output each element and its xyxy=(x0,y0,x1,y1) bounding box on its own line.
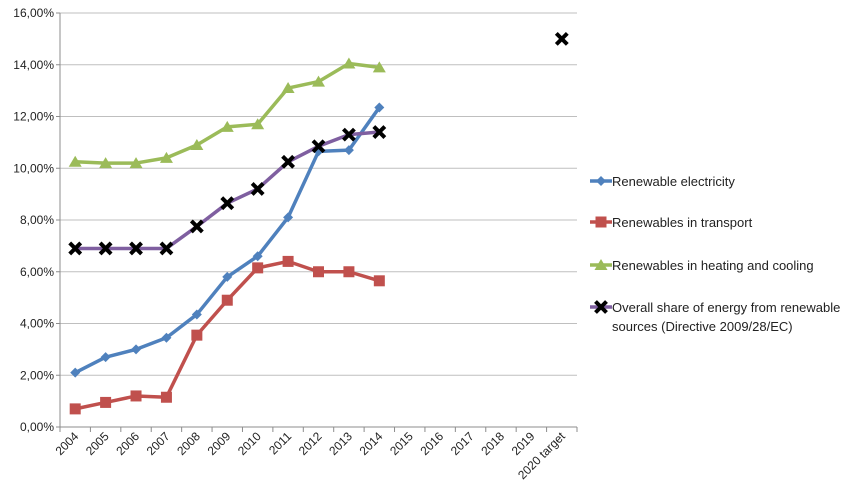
y-tick-label: 8,00% xyxy=(20,213,54,227)
series-line xyxy=(75,61,380,165)
x-tick-label: 2007 xyxy=(144,429,173,458)
data-point xyxy=(68,241,83,256)
data-point xyxy=(281,154,296,169)
x-tick-label: 2006 xyxy=(113,429,142,458)
y-tick-label: 0,00% xyxy=(20,420,54,434)
data-point xyxy=(554,31,569,46)
y-tick-label: 10,00% xyxy=(13,161,54,175)
series-2 xyxy=(68,57,386,169)
data-point xyxy=(282,255,294,267)
series-1 xyxy=(69,255,385,415)
data-point xyxy=(159,241,174,256)
legend-swatch-marker xyxy=(596,176,606,186)
data-point xyxy=(250,182,265,196)
x-tick-label: 2010 xyxy=(235,429,264,458)
data-point xyxy=(70,367,81,378)
series-layer xyxy=(68,31,569,415)
data-point xyxy=(220,120,234,132)
series-3 xyxy=(68,31,569,256)
legend: Renewable electricity Renewables in trans… xyxy=(590,174,840,334)
data-point xyxy=(159,151,173,163)
data-point xyxy=(130,390,142,402)
x-tick-label: 2018 xyxy=(478,429,507,458)
data-point xyxy=(283,212,294,223)
y-tick-label: 6,00% xyxy=(20,265,54,279)
data-point xyxy=(98,241,113,256)
x-tick-label: 2004 xyxy=(53,429,82,458)
x-tick-label: 2017 xyxy=(448,429,477,458)
data-point xyxy=(342,57,356,69)
legend-label: Overall share of energy from renewable xyxy=(612,300,840,315)
data-point xyxy=(311,139,326,154)
data-point xyxy=(221,294,233,306)
data-point xyxy=(372,61,386,73)
legend-item: Overall share of energy from renewable so… xyxy=(590,300,840,334)
data-point xyxy=(252,262,264,274)
legend-label: sources (Directive 2009/28/EC) xyxy=(612,319,793,334)
y-tick-label: 4,00% xyxy=(20,317,54,331)
data-point xyxy=(252,251,263,262)
data-point xyxy=(69,403,81,415)
data-point xyxy=(373,275,385,287)
y-tick-label: 16,00% xyxy=(13,6,54,20)
x-tick-label: 2014 xyxy=(357,429,386,458)
legend-item: Renewables in heating and cooling xyxy=(590,258,814,273)
data-point xyxy=(129,241,143,256)
data-point xyxy=(99,157,113,169)
series-0 xyxy=(70,102,385,378)
data-point xyxy=(191,309,202,320)
data-point xyxy=(343,145,354,156)
data-point xyxy=(191,329,203,341)
data-point xyxy=(160,391,172,403)
x-tick-label: 2009 xyxy=(205,429,234,458)
data-point xyxy=(100,396,112,408)
x-tick-label: 2013 xyxy=(326,429,355,458)
data-point xyxy=(374,102,385,113)
data-point xyxy=(281,82,295,94)
data-point xyxy=(341,127,356,142)
data-point xyxy=(68,155,82,167)
x-tick-label: 2012 xyxy=(296,429,325,458)
legend-label: Renewables in heating and cooling xyxy=(612,258,814,273)
x-tick-label: 2011 xyxy=(266,429,294,457)
data-point xyxy=(251,118,265,130)
series-line xyxy=(74,259,380,411)
legend-label: Renewable electricity xyxy=(612,174,735,189)
x-tick-label: 2016 xyxy=(417,429,446,458)
data-point xyxy=(312,75,325,87)
y-tick-label: 14,00% xyxy=(13,58,54,72)
legend-item: Renewable electricity xyxy=(590,174,735,189)
x-tick-label: 2008 xyxy=(174,429,203,458)
legend-swatch-marker xyxy=(595,216,607,228)
x-tick-label: 2015 xyxy=(387,429,416,458)
data-point xyxy=(220,196,235,211)
legend-swatch-marker xyxy=(594,300,608,314)
data-point xyxy=(161,332,172,343)
y-tick-label: 12,00% xyxy=(13,110,54,124)
y-tick-label: 2,00% xyxy=(20,368,54,382)
data-point xyxy=(313,266,324,278)
data-point xyxy=(222,271,233,282)
series-line xyxy=(74,106,381,375)
data-point xyxy=(190,138,204,150)
legend-swatch-marker xyxy=(594,259,608,270)
x-axis-tick-labels: 2004 2005 2006 2007 2008 2009 2010 2011 2012 2013… xyxy=(53,429,569,482)
data-point xyxy=(189,219,204,234)
data-point xyxy=(129,157,143,169)
data-point xyxy=(100,352,111,363)
x-tick-label: 2005 xyxy=(83,429,112,458)
legend-item: Renewables in transport xyxy=(590,215,753,230)
legend-label: Renewables in transport xyxy=(612,215,753,230)
grid-lines xyxy=(56,12,578,432)
y-axis-tick-labels: 0,00% 2,00% 4,00% 6,00% 8,00% 10,00% 12,00% 14,… xyxy=(13,6,54,434)
data-point xyxy=(372,125,387,139)
data-point xyxy=(343,266,355,278)
data-point xyxy=(131,344,142,355)
